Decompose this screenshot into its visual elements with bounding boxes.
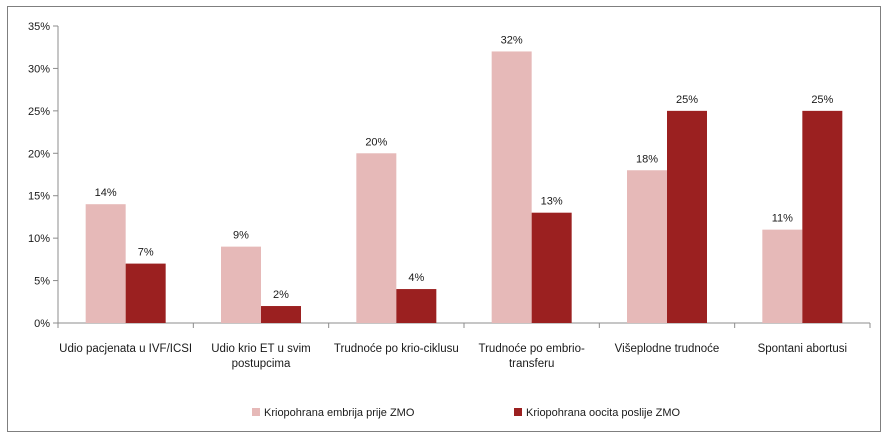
y-tick-label: 30% xyxy=(28,63,50,75)
category-label: Udio pacjenata u IVF/ICSI xyxy=(59,343,192,355)
y-tick-label: 20% xyxy=(28,148,50,160)
data-label: 4% xyxy=(408,272,424,284)
category-label: Spontani abortusi xyxy=(758,343,848,355)
category-label-line: Spontani abortusi xyxy=(758,343,848,355)
category-label-line: postupcima xyxy=(232,358,291,370)
bar xyxy=(627,170,667,323)
data-label: 9% xyxy=(233,230,249,242)
category-label: Udio krio ET u svim postupcima xyxy=(211,343,310,370)
category-label-line: Trudnoće po krio-ciklusu xyxy=(334,343,459,355)
bar xyxy=(125,263,166,323)
bar xyxy=(85,204,126,323)
bar-chart: 0% 5% 10% 15% 20% 25% 30% 35% 14% 9% 20% 32% 18% 11%… xyxy=(28,21,871,419)
y-tick-label: 5% xyxy=(34,276,50,288)
y-tick-label: 0% xyxy=(34,318,50,330)
data-label: 13% xyxy=(541,196,563,208)
bars xyxy=(85,51,843,323)
bar xyxy=(356,153,397,323)
category-label-line: Trudnoće po embrio- xyxy=(479,343,585,355)
y-tick-label: 25% xyxy=(28,106,50,118)
data-label: 18% xyxy=(636,153,658,165)
data-label: 20% xyxy=(365,136,387,148)
bar xyxy=(221,246,261,323)
category-label-line: Višeplodne trudnoće xyxy=(615,343,720,355)
bar xyxy=(802,110,843,323)
data-label: 32% xyxy=(501,34,523,46)
bar xyxy=(261,306,301,323)
category-label-line: Udio pacjenata u IVF/ICSI xyxy=(59,343,192,355)
category-label-line: Udio krio ET u svim xyxy=(211,343,310,355)
axes: 0% 5% 10% 15% 20% 25% 30% 35% xyxy=(28,21,871,330)
category-label: Višeplodne trudnoće xyxy=(615,343,720,355)
category-label-line: transferu xyxy=(509,358,554,370)
y-tick-label: 10% xyxy=(28,233,50,245)
legend-label: Kriopohrana embrija prije ZMO xyxy=(264,407,415,419)
data-label: 7% xyxy=(138,247,154,259)
y-tick-label: 35% xyxy=(28,21,50,33)
category-label: Trudnoće po krio-ciklusu xyxy=(334,343,459,355)
category-labels: Udio pacjenata u IVF/ICSI Udio krio ET u … xyxy=(59,343,847,370)
category-label: Trudnoće po embrio-transferu xyxy=(479,343,585,370)
data-labels: 14% 9% 20% 32% 18% 11% 7% 2% 4% 13% 25% 25% xyxy=(95,34,834,301)
data-label: 2% xyxy=(273,289,289,301)
legend-swatch xyxy=(514,408,522,416)
legend: Kriopohrana embrija prije ZMO Kriopohrana… xyxy=(252,407,681,419)
data-label: 25% xyxy=(676,94,698,106)
data-label: 25% xyxy=(811,94,833,106)
bar xyxy=(667,110,707,323)
data-label: 14% xyxy=(95,187,117,199)
bar xyxy=(762,229,803,323)
chart-frame: 0% 5% 10% 15% 20% 25% 30% 35% 14% 9% 20% 32% 18% 11%… xyxy=(7,6,881,432)
bar xyxy=(491,51,532,323)
y-tick-label: 15% xyxy=(28,191,50,203)
legend-label: Kriopohrana oocita poslije ZMO xyxy=(526,407,681,419)
bar xyxy=(531,212,572,323)
data-label: 11% xyxy=(772,213,793,225)
bar xyxy=(396,289,437,323)
legend-swatch xyxy=(252,408,260,416)
